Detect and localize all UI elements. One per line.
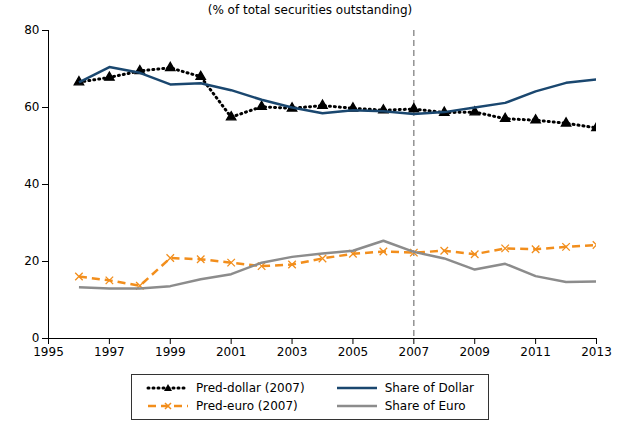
svg-text:20: 20 [24, 254, 39, 268]
svg-text:1997: 1997 [94, 345, 125, 359]
svg-text:40: 40 [24, 177, 39, 191]
svg-text:2011: 2011 [520, 345, 551, 359]
html-text:Share of Euro: Share of Euro [384, 399, 466, 413]
svg-text:0: 0 [32, 331, 40, 345]
html-text:Pred-dollar (2007): Pred-dollar (2007) [196, 381, 305, 395]
html-text:Share of Dollar: Share of Dollar [384, 381, 474, 395]
svg-text:2001: 2001 [216, 345, 247, 359]
html-text:Pred-euro (2007): Pred-euro (2007) [196, 399, 298, 413]
svg-text:1995: 1995 [33, 345, 64, 359]
svg-text:1999: 1999 [155, 345, 186, 359]
html-text:(% of total securities outstan: (% of total securities outstanding) [207, 3, 413, 17]
svg-text:2013: 2013 [581, 345, 612, 359]
svg-text:2007: 2007 [399, 345, 430, 359]
svg-text:80: 80 [24, 23, 39, 37]
svg-text:2003: 2003 [277, 345, 308, 359]
svg-text:2009: 2009 [459, 345, 490, 359]
svg-text:2005: 2005 [338, 345, 369, 359]
svg-text:60: 60 [24, 100, 39, 114]
